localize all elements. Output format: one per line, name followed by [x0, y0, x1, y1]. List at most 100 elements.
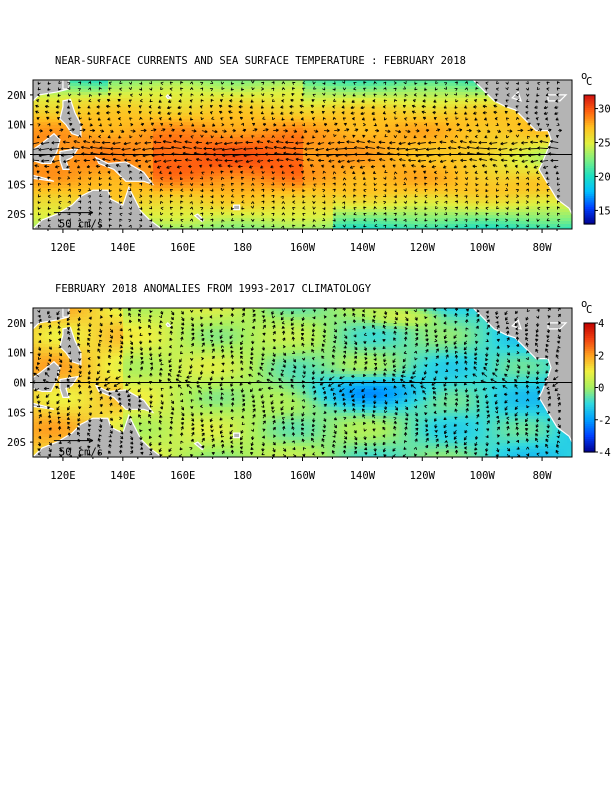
current-arrow [251, 218, 255, 222]
current-arrow [271, 218, 275, 222]
current-arrow [434, 212, 438, 216]
current-arrow [261, 206, 265, 211]
colorbar-unit-c: C [586, 304, 592, 316]
y-tick-label: 10N [7, 348, 26, 360]
current-arrow [200, 207, 204, 211]
current-arrow [496, 212, 500, 217]
land-polygon [510, 90, 523, 102]
current-arrow [221, 219, 225, 223]
current-arrow [312, 224, 316, 228]
current-arrow [332, 206, 336, 210]
current-arrow [353, 207, 357, 211]
current-arrow [241, 224, 245, 228]
anomaly-map: 120E 140E 160E 180 160W 140W 120W 100W 80W20N10N… [7, 298, 611, 482]
current-arrow [47, 206, 51, 210]
current-arrow [78, 206, 82, 210]
x-tick-label: 140E [110, 470, 135, 482]
current-arrow [78, 212, 82, 217]
y-tick-label: 10S [7, 407, 26, 419]
current-arrow [78, 218, 82, 222]
current-arrow [38, 218, 42, 222]
current-arrow [230, 218, 235, 222]
current-arrow [139, 218, 143, 222]
current-arrow [108, 206, 112, 211]
current-arrow [393, 218, 397, 222]
x-tick-label: 80W [533, 470, 553, 482]
y-tick-label: 20N [7, 318, 26, 330]
current-arrow [210, 206, 214, 210]
current-arrow [363, 218, 367, 222]
y-tick-label: 0N [13, 378, 26, 390]
current-arrow [414, 224, 418, 229]
current-arrow [58, 224, 62, 228]
current-arrow [515, 224, 519, 228]
current-arrow [261, 212, 265, 216]
current-arrow [180, 218, 184, 223]
current-arrow [230, 212, 235, 216]
x-tick-label: 100W [470, 470, 496, 482]
current-arrow [189, 225, 193, 229]
current-arrow [312, 219, 316, 223]
current-arrow [189, 212, 194, 216]
colorbar-tick-label: 4 [598, 318, 604, 330]
current-arrow [169, 224, 173, 228]
current-arrow [322, 212, 326, 216]
current-arrow [180, 223, 184, 228]
current-arrow [332, 212, 336, 216]
current-arrow [475, 224, 479, 229]
current-arrow [281, 212, 286, 216]
land-polygon [547, 94, 568, 102]
current-arrow [37, 206, 41, 210]
current-arrow [210, 218, 214, 222]
current-arrow [251, 224, 255, 228]
current-arrow [67, 224, 71, 228]
current-arrow [210, 213, 214, 217]
x-tick-label: 120W [410, 470, 436, 482]
current-arrow [292, 218, 296, 222]
current-arrow [363, 224, 367, 228]
current-arrow [128, 212, 132, 216]
colorbar-tick-label: 0 [598, 383, 604, 395]
current-arrow [87, 219, 91, 223]
current-arrow [139, 206, 143, 210]
current-arrow [353, 224, 357, 228]
current-arrow [230, 206, 235, 210]
current-arrow [363, 213, 367, 217]
current-arrow [403, 218, 407, 223]
current-arrow [424, 212, 428, 216]
current-arrow [515, 218, 520, 222]
current-arrow [67, 218, 71, 222]
current-arrow [271, 224, 275, 228]
current-arrow [557, 223, 561, 227]
current-arrow [292, 212, 296, 216]
current-arrow [128, 224, 132, 228]
colorbar-tick-label: 2 [598, 350, 604, 362]
current-arrow [149, 212, 153, 216]
reference-arrow-label: 50 cm/s [59, 447, 103, 459]
current-arrow [536, 218, 540, 222]
current-arrow [271, 212, 275, 216]
current-arrow [373, 212, 377, 216]
current-arrow [383, 206, 387, 210]
current-arrow [160, 212, 164, 216]
anomaly-colorbar: 420-2-4oC [581, 298, 611, 459]
current-arrow [271, 206, 275, 210]
current-arrow [37, 224, 42, 229]
current-arrow [444, 224, 448, 228]
current-arrow [189, 206, 194, 210]
current-arrow [139, 224, 143, 228]
current-arrow [220, 224, 225, 228]
current-arrow [313, 211, 317, 215]
current-arrow [557, 218, 561, 223]
current-arrow [67, 207, 71, 211]
colorbar-tick-label: -2 [598, 415, 611, 427]
current-arrow [180, 206, 184, 210]
current-arrow [363, 206, 367, 210]
current-arrow [87, 223, 91, 227]
current-arrow [485, 218, 489, 222]
current-arrow [536, 224, 540, 228]
x-tick-label: 160E [170, 470, 195, 482]
current-arrow [424, 224, 428, 228]
current-arrow [485, 212, 489, 216]
current-arrow [220, 206, 225, 210]
